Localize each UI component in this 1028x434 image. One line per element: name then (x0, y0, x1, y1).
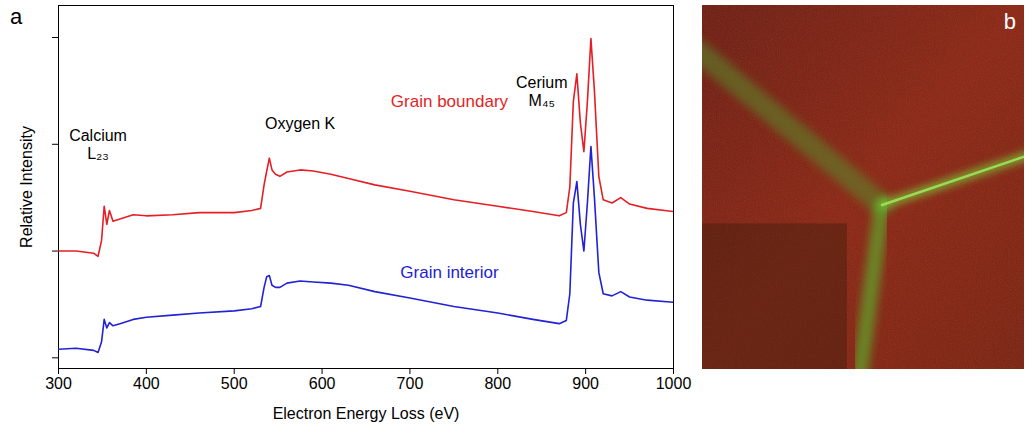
svg-text:CalciumL₂₃: CalciumL₂₃ (69, 127, 127, 162)
svg-text:400: 400 (133, 375, 160, 392)
svg-text:b: b (1004, 9, 1016, 34)
svg-text:700: 700 (397, 375, 424, 392)
svg-text:500: 500 (221, 375, 248, 392)
svg-text:600: 600 (309, 375, 336, 392)
svg-text:300: 300 (45, 375, 72, 392)
svg-text:900: 900 (572, 375, 599, 392)
svg-text:Relative Intensity: Relative Intensity (18, 126, 35, 248)
svg-text:Grain interior: Grain interior (400, 263, 499, 282)
svg-text:CeriumM₄₅: CeriumM₄₅ (516, 74, 568, 109)
svg-text:Grain boundary: Grain boundary (391, 92, 509, 111)
svg-text:Oxygen K: Oxygen K (265, 115, 336, 132)
html-text:a: a (10, 4, 23, 29)
svg-text:Electron Energy Loss (eV): Electron Energy Loss (eV) (273, 405, 460, 422)
svg-text:1000: 1000 (656, 375, 692, 392)
svg-text:800: 800 (484, 375, 511, 392)
